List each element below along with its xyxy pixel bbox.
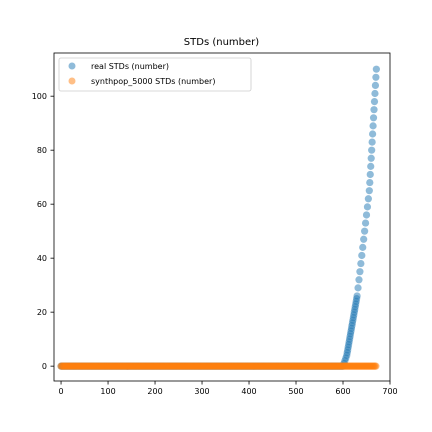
- data-point: [370, 106, 378, 114]
- data-point: [358, 251, 366, 260]
- data-point: [366, 170, 374, 179]
- data-point: [369, 130, 377, 138]
- data-point: [372, 73, 380, 81]
- x-tick-label: 500: [288, 387, 303, 396]
- legend: real STDs (number) synthpop_5000 STDs (n…: [58, 57, 252, 92]
- data-point: [362, 211, 371, 219]
- data-point: [371, 81, 380, 89]
- y-tick-label: 0: [42, 362, 47, 371]
- data-point: [368, 138, 376, 146]
- x-tick-label: 600: [335, 387, 350, 396]
- x-tick-label: 300: [194, 387, 209, 396]
- data-point: [361, 219, 370, 227]
- data-point: [357, 259, 365, 268]
- data-point: [363, 203, 372, 211]
- data-point: [356, 268, 364, 276]
- x-tick-label: 200: [147, 387, 162, 396]
- data-point: [354, 284, 362, 292]
- data-point: [372, 65, 380, 73]
- x-tick-label: 0: [59, 387, 64, 396]
- data-point: [366, 178, 374, 187]
- x-tick-label: 400: [241, 387, 256, 396]
- data-point: [371, 89, 379, 98]
- plot-frame: [53, 52, 391, 382]
- data-point: [359, 243, 367, 251]
- data-point: [355, 276, 363, 284]
- legend-box: [58, 57, 252, 92]
- data-point: [369, 122, 377, 130]
- data-point: [372, 362, 380, 370]
- legend-label-synthpop: synthpop_5000 STDs (number): [91, 77, 215, 86]
- data-point: [367, 154, 375, 162]
- x-tick-label: 100: [100, 387, 115, 396]
- series-1: [57, 362, 380, 370]
- data-point: [353, 292, 361, 300]
- y-tick-label: 100: [32, 92, 47, 101]
- axes-layer: 0 100 200 300 400 500 600 700 0 20 40 60 80 100: [32, 52, 398, 396]
- data-point: [370, 97, 379, 106]
- legend-marker-synthpop: [68, 77, 76, 85]
- data-point: [369, 114, 378, 122]
- data-point: [360, 235, 368, 243]
- data-point: [368, 146, 376, 154]
- data-point: [361, 227, 369, 235]
- data-point: [367, 162, 375, 170]
- data-point: [364, 195, 372, 203]
- chart-title: STDs (number): [184, 37, 259, 48]
- legend-marker-real: [68, 62, 76, 70]
- x-tick-label: 700: [382, 387, 397, 396]
- y-tick-label: 80: [37, 146, 47, 155]
- y-tick-label: 20: [37, 308, 47, 317]
- points-layer: [57, 65, 380, 370]
- legend-label-real: real STDs (number): [91, 62, 169, 71]
- y-tick-label: 40: [37, 254, 47, 263]
- y-tick-label: 60: [37, 200, 47, 209]
- data-point: [365, 187, 373, 195]
